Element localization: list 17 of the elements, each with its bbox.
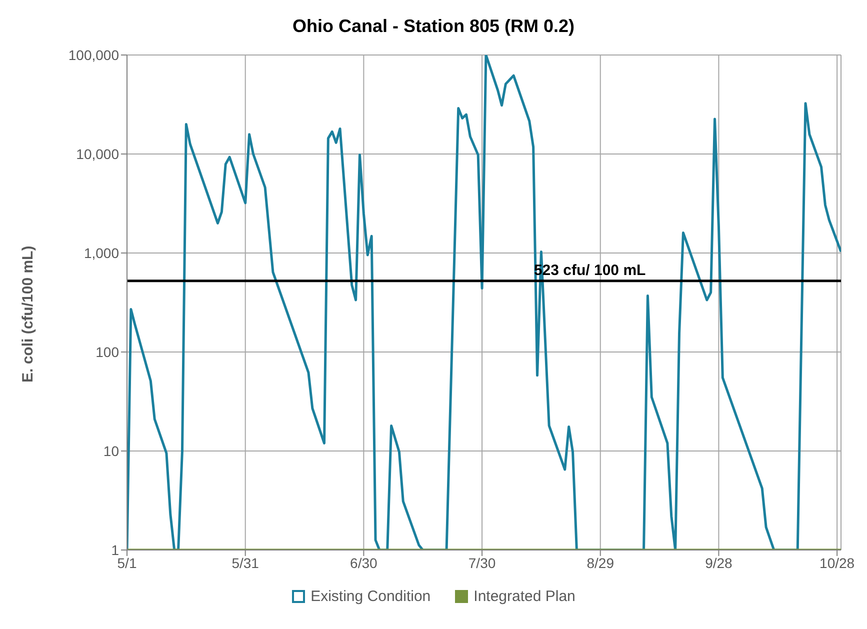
x-tick-label: 5/1	[117, 554, 137, 571]
legend-label: Existing Condition	[310, 588, 431, 605]
x-tick-label: 9/28	[705, 554, 733, 571]
y-tick-label: 100	[96, 344, 120, 360]
y-tick-label: 10,000	[76, 146, 120, 162]
y-tick-label: 100,000	[68, 46, 120, 63]
y-tick-label: 1	[111, 542, 120, 558]
x-tick-label: 10/28	[820, 554, 855, 571]
y-tick-label: 10	[103, 442, 120, 459]
y-tick-label: 1,000	[84, 244, 120, 261]
x-tick-label: 8/29	[586, 554, 614, 571]
x-tick-label: 6/30	[350, 554, 378, 571]
legend-label: Integrated Plan	[472, 588, 576, 605]
y-axis-title: E. coli (cfu/100 mL)	[19, 246, 36, 382]
x-tick-label: 7/30	[468, 554, 496, 571]
chart-title: Ohio Canal - Station 805 (RM 0.2)	[291, 15, 576, 38]
x-tick-label: 5/31	[232, 554, 260, 571]
